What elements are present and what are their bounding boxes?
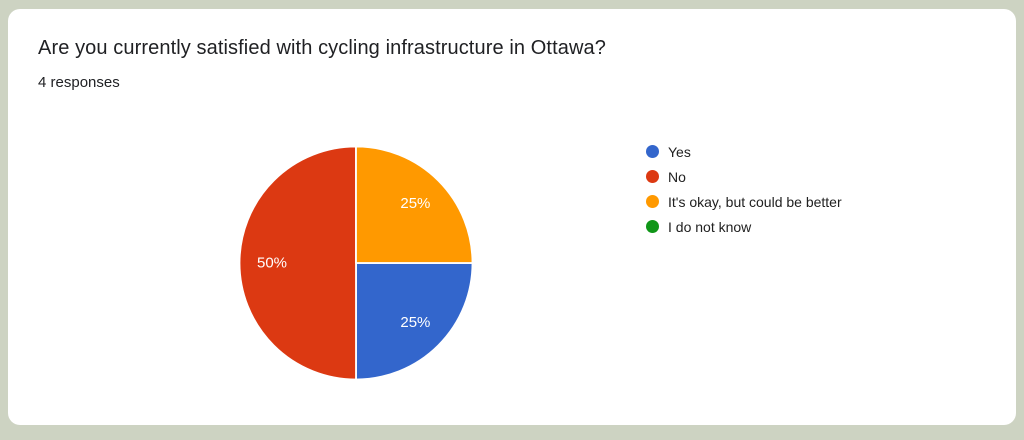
- pie-slice-label: 25%: [400, 195, 430, 212]
- legend-color-dot: [646, 220, 659, 233]
- legend-color-dot: [646, 195, 659, 208]
- chart-legend: Yes No It's okay, but could be better I do …: [646, 139, 842, 239]
- legend-label: Yes: [668, 143, 691, 160]
- legend-item: Yes: [646, 139, 842, 164]
- legend-item: It's okay, but could be better: [646, 189, 842, 214]
- pie-slice[interactable]: [355, 262, 474, 381]
- pie-slice[interactable]: [238, 145, 357, 381]
- legend-label: No: [668, 168, 686, 185]
- legend-color-dot: [646, 145, 659, 158]
- legend-item: No: [646, 164, 842, 189]
- question-title: Are you currently satisfied with cycling…: [38, 37, 606, 59]
- responses-count: 4 responses: [38, 74, 120, 91]
- form-response-card: Are you currently satisfied with cycling…: [8, 9, 1016, 425]
- legend-label: It's okay, but could be better: [668, 193, 842, 210]
- legend-color-dot: [646, 170, 659, 183]
- pie-slice[interactable]: [355, 145, 474, 264]
- pie-chart: 25% 50% 25%: [238, 145, 474, 381]
- legend-item: I do not know: [646, 214, 842, 239]
- pie-slice-label: 50%: [257, 255, 287, 272]
- legend-label: I do not know: [668, 218, 752, 235]
- pie-slice-label: 25%: [400, 314, 430, 331]
